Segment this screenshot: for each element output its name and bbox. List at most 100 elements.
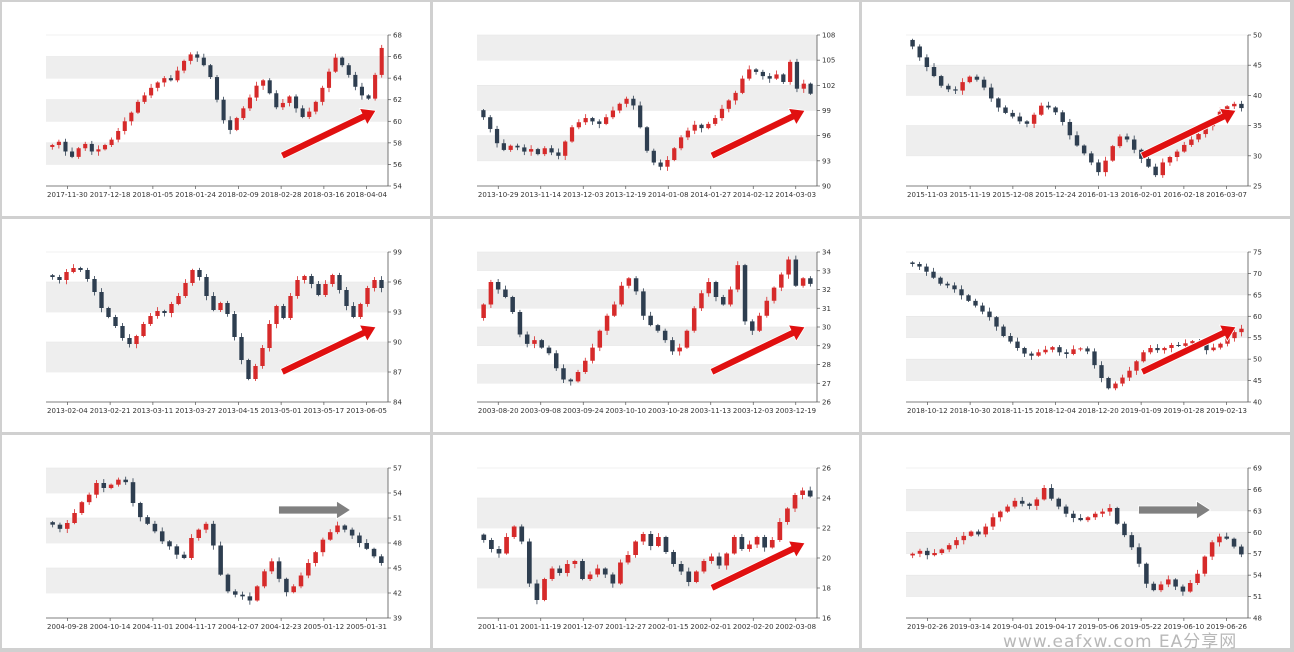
candle-body — [1176, 345, 1181, 346]
candle-body — [910, 553, 915, 556]
candle — [742, 263, 748, 325]
candle-body — [494, 128, 500, 144]
candle-body — [665, 159, 670, 167]
candle — [587, 571, 593, 581]
candle — [1008, 333, 1013, 344]
candle-body — [1107, 508, 1113, 512]
candle — [302, 274, 307, 284]
candle — [1089, 151, 1094, 166]
x-tick-label: 2013-02-21 — [90, 407, 131, 415]
x-tick-label: 2019-01-28 — [1164, 407, 1205, 415]
candle — [563, 140, 568, 161]
trend-arrow-up — [1139, 107, 1237, 160]
candle-body — [342, 525, 348, 530]
candle-body — [990, 517, 996, 527]
candle — [50, 274, 55, 280]
candle — [56, 139, 61, 149]
candle — [917, 548, 923, 558]
candle — [288, 293, 293, 320]
candle-body — [939, 549, 945, 553]
candle — [515, 143, 520, 151]
candle-body — [1017, 116, 1023, 122]
candle-body — [767, 76, 772, 79]
candle — [1141, 350, 1146, 363]
candle-body — [641, 291, 646, 316]
candle — [959, 285, 964, 300]
candle — [1106, 376, 1111, 390]
candle — [50, 520, 55, 528]
candle-body — [684, 330, 690, 348]
candle — [526, 538, 532, 587]
candle-body — [109, 139, 114, 146]
x-tick-label: 2013-03-27 — [175, 407, 216, 415]
candle — [983, 523, 988, 538]
candle-body — [340, 57, 345, 66]
candle-body — [960, 82, 965, 91]
candle-body — [159, 531, 165, 542]
x-tick-label: 2002-03-08 — [775, 623, 816, 631]
candle — [932, 549, 937, 557]
candle — [1231, 537, 1237, 549]
candle-body — [966, 295, 971, 301]
x-tick-label: 2004-12-23 — [261, 623, 302, 631]
candle-body — [57, 277, 62, 280]
candle-body — [141, 324, 146, 336]
y-tick-label: 60 — [393, 118, 402, 126]
candle — [176, 293, 181, 306]
candle — [320, 85, 325, 106]
candle — [313, 550, 318, 567]
candle — [728, 286, 733, 307]
x-tick-label: 2018-03-16 — [304, 191, 345, 199]
candle-body — [508, 145, 513, 150]
candle-body — [1024, 121, 1030, 124]
candle-body — [785, 508, 790, 522]
candle-body — [1117, 136, 1123, 147]
candle — [246, 358, 251, 381]
candle-body — [515, 145, 520, 148]
y-tick-label: 105 — [822, 57, 835, 65]
candle-body — [1114, 508, 1120, 524]
candle — [155, 81, 160, 92]
candle — [706, 278, 711, 297]
candle-body — [175, 70, 180, 81]
candle-body — [808, 83, 813, 94]
candle-body — [168, 78, 173, 81]
candle-body — [800, 490, 805, 495]
candle-body — [542, 579, 547, 600]
candle-body — [218, 303, 223, 310]
candle — [174, 544, 180, 559]
candle-body — [753, 69, 759, 72]
candle — [274, 304, 279, 329]
candle — [1187, 580, 1193, 593]
candle-body — [709, 556, 714, 561]
candle — [692, 120, 697, 135]
candle — [774, 70, 779, 80]
candle-body — [181, 554, 187, 558]
candle-body — [116, 130, 121, 140]
y-tick-label: 32 — [822, 286, 831, 294]
candle — [240, 591, 245, 600]
candle-body — [1231, 538, 1237, 547]
chart-panel-4: 84 87 90 93 96 99 2013-02-04 2013-02-21 2013-03-… — [2, 219, 430, 432]
candle-body — [1092, 513, 1098, 518]
candle — [706, 121, 711, 130]
candle-body — [123, 479, 128, 483]
candle-body — [686, 571, 692, 582]
x-tick-label: 2018-02-09 — [218, 191, 259, 199]
candle-body — [769, 540, 775, 548]
candle-body — [488, 282, 494, 305]
candle — [519, 524, 525, 545]
y-tick-label: 108 — [822, 32, 835, 40]
trend-arrow-up — [709, 324, 806, 376]
candle-body — [1053, 107, 1058, 113]
candle-body — [232, 314, 237, 337]
candle — [379, 44, 384, 78]
candle — [113, 314, 118, 328]
candle — [116, 477, 121, 487]
candle — [122, 117, 127, 135]
candle — [379, 554, 384, 566]
x-tick-label: 2001-12-27 — [605, 623, 646, 631]
x-tick-label: 2019-06-26 — [1206, 623, 1247, 631]
candle — [1057, 345, 1062, 356]
